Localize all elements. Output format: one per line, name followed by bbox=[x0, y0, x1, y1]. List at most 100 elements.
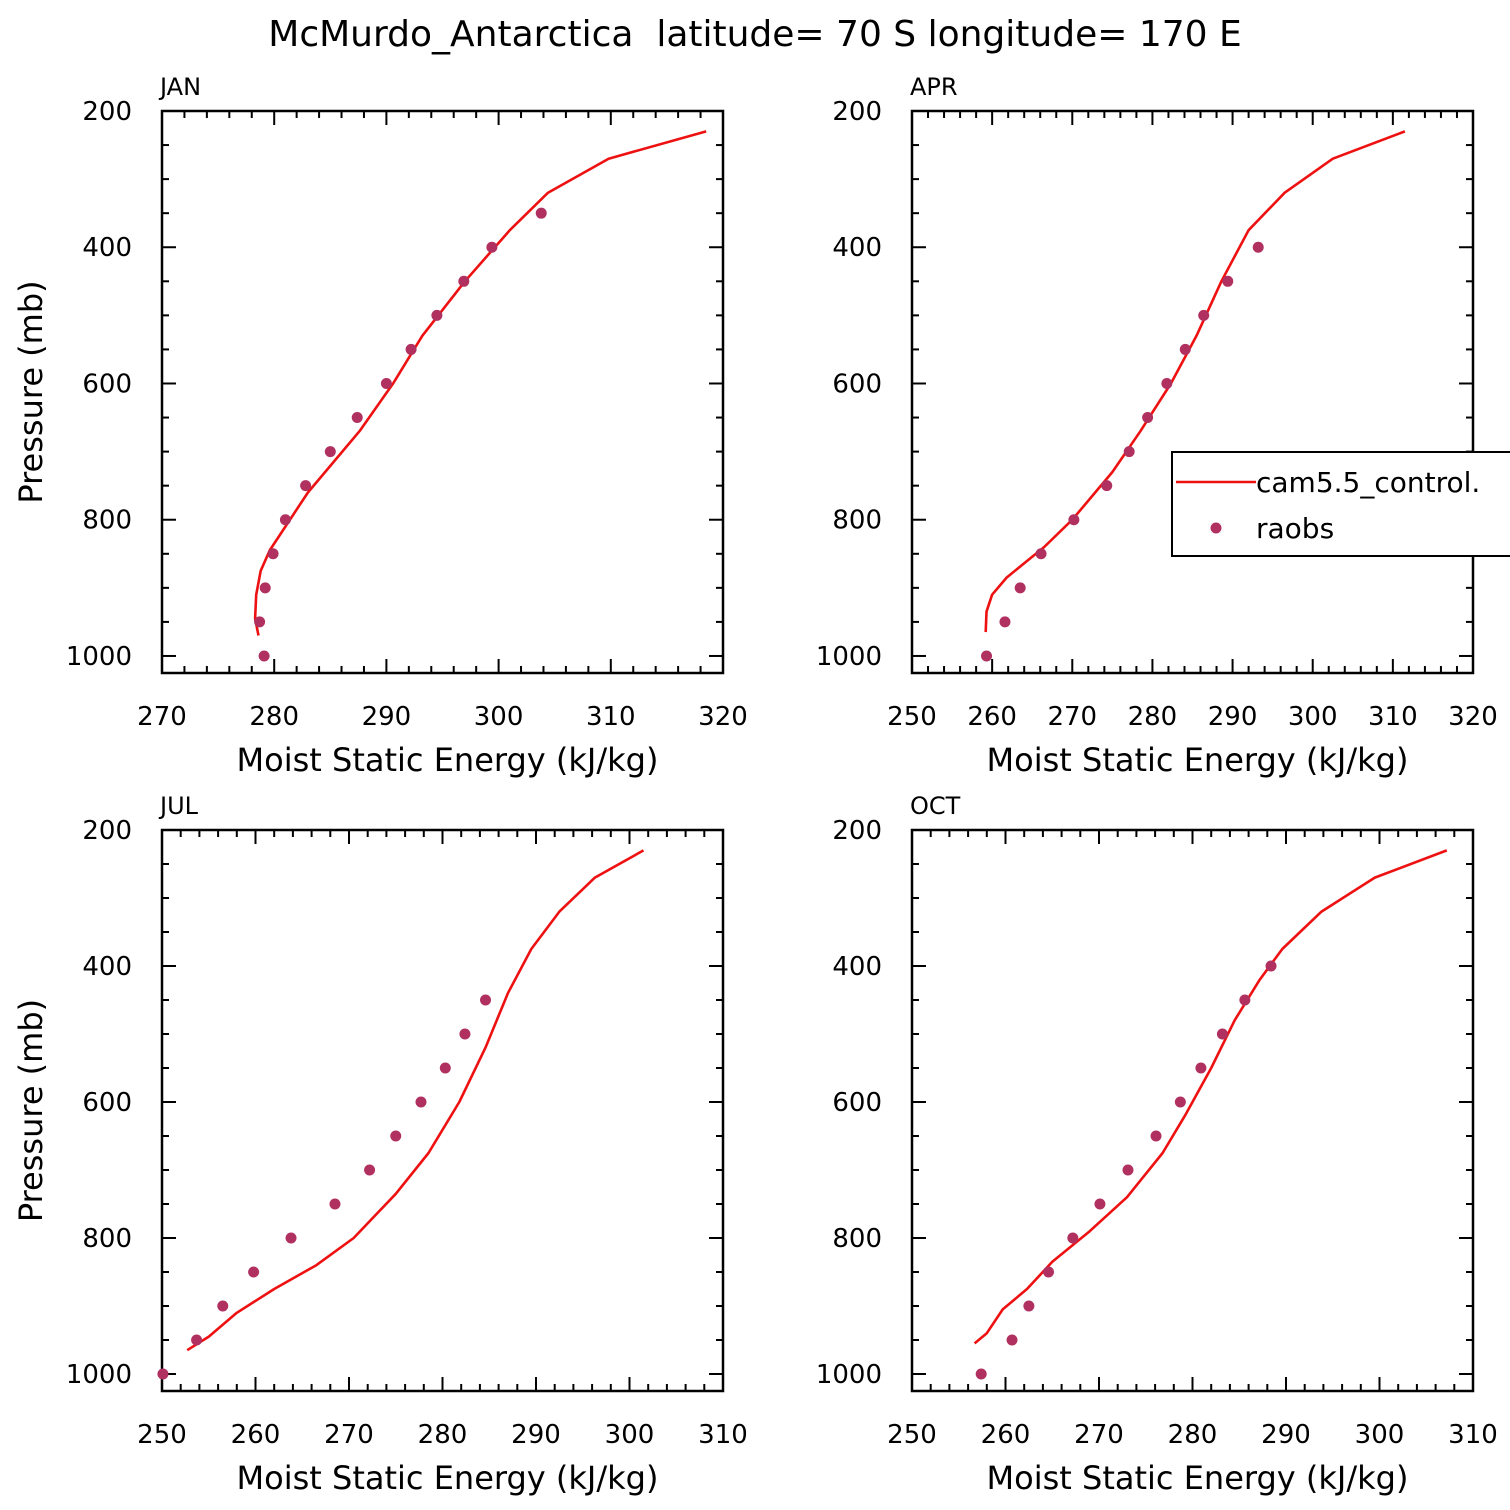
y-tick-label: 600 bbox=[82, 1088, 132, 1118]
obs-point bbox=[1122, 1164, 1134, 1176]
obs-point bbox=[486, 241, 498, 253]
x-tick-label: 250 bbox=[887, 702, 937, 732]
x-tick-label: 260 bbox=[231, 1420, 281, 1450]
obs-point bbox=[1150, 1130, 1162, 1142]
x-tick-label: 320 bbox=[698, 702, 748, 732]
obs-point bbox=[1252, 241, 1264, 253]
y-tick-label: 800 bbox=[82, 506, 132, 536]
obs-point bbox=[285, 1232, 297, 1244]
obs-point bbox=[248, 1266, 260, 1278]
y-tick-label: 400 bbox=[832, 233, 882, 263]
series-line-model bbox=[253, 130, 707, 636]
obs-point bbox=[405, 343, 417, 355]
y-tick-label: 400 bbox=[82, 233, 132, 263]
obs-point bbox=[1198, 309, 1210, 321]
y-tick-label: 600 bbox=[832, 1088, 882, 1118]
y-tick-label: 200 bbox=[832, 97, 882, 127]
obs-point bbox=[1161, 377, 1173, 389]
x-tick-label: 300 bbox=[474, 702, 524, 732]
obs-point bbox=[191, 1334, 203, 1346]
obs-point bbox=[259, 582, 271, 594]
y-tick-label: 1000 bbox=[816, 1360, 882, 1390]
obs-point bbox=[1142, 412, 1154, 424]
obs-point bbox=[535, 207, 547, 219]
legend: cam5.5_control.raobs bbox=[1171, 451, 1510, 557]
x-tick-label: 270 bbox=[1074, 1420, 1124, 1450]
y-tick-label: 200 bbox=[82, 97, 132, 127]
obs-point bbox=[415, 1096, 427, 1108]
x-tick-label: 280 bbox=[418, 1420, 468, 1450]
obs-point bbox=[1216, 1028, 1228, 1040]
x-axis-label: Moist Static Energy (kJ/kg) bbox=[987, 1459, 1409, 1497]
x-tick-label: 310 bbox=[1368, 702, 1418, 732]
panel-label: JUL bbox=[158, 792, 199, 820]
x-tick-label: 310 bbox=[586, 702, 636, 732]
obs-point bbox=[324, 446, 336, 458]
x-tick-label: 320 bbox=[1448, 702, 1498, 732]
obs-point bbox=[1265, 960, 1277, 972]
obs-point bbox=[1023, 1300, 1035, 1312]
x-tick-label: 280 bbox=[249, 702, 299, 732]
obs-point bbox=[157, 1368, 169, 1380]
chart-panel-jul: 250 260 270 280 290 300 310 200 400 600 800 1000 JUL… bbox=[12, 792, 748, 1497]
x-tick-label: 290 bbox=[362, 702, 412, 732]
x-tick-label: 250 bbox=[137, 1420, 187, 1450]
x-tick-label: 300 bbox=[1288, 702, 1338, 732]
chart-panel-apr: 250 260 270 280 290 300 310 320 200 400 600 800 1000… bbox=[816, 73, 1498, 779]
x-tick-label: 260 bbox=[981, 1420, 1031, 1450]
obs-point bbox=[380, 377, 392, 389]
obs-point bbox=[439, 1062, 451, 1074]
obs-point bbox=[981, 650, 993, 662]
panel-label: APR bbox=[910, 73, 958, 101]
y-tick-label: 1000 bbox=[816, 642, 882, 672]
obs-point bbox=[431, 309, 443, 321]
obs-point bbox=[1123, 446, 1135, 458]
chart-panel-oct: 250 260 270 280 290 300 310 200 400 600 800 1000 OCT… bbox=[816, 792, 1498, 1497]
y-tick-label: 1000 bbox=[66, 1360, 132, 1390]
x-tick-label: 310 bbox=[1448, 1420, 1498, 1450]
legend-label-model: cam5.5_control. bbox=[1256, 466, 1480, 499]
x-tick-label: 300 bbox=[605, 1420, 655, 1450]
x-tick-label: 310 bbox=[698, 1420, 748, 1450]
y-tick-label: 1000 bbox=[66, 642, 132, 672]
x-tick-label: 270 bbox=[324, 1420, 374, 1450]
obs-point bbox=[351, 412, 363, 424]
y-tick-label: 200 bbox=[82, 816, 132, 846]
y-tick-label: 200 bbox=[832, 816, 882, 846]
x-tick-label: 270 bbox=[137, 702, 187, 732]
x-axis-label: Moist Static Energy (kJ/kg) bbox=[237, 1459, 659, 1497]
plot-frame bbox=[910, 828, 1475, 1393]
obs-point bbox=[1006, 1334, 1018, 1346]
y-tick-label: 800 bbox=[832, 506, 882, 536]
obs-point bbox=[1222, 275, 1234, 287]
x-axis-label: Moist Static Energy (kJ/kg) bbox=[237, 741, 659, 779]
x-tick-label: 270 bbox=[1047, 702, 1097, 732]
obs-point bbox=[217, 1300, 229, 1312]
obs-point bbox=[279, 514, 291, 526]
legend-marker-swatch bbox=[1210, 522, 1222, 534]
obs-point bbox=[364, 1164, 376, 1176]
obs-point bbox=[1067, 1232, 1079, 1244]
x-tick-label: 280 bbox=[1128, 702, 1178, 732]
obs-point bbox=[1179, 343, 1191, 355]
x-tick-label: 280 bbox=[1168, 1420, 1218, 1450]
obs-point bbox=[300, 480, 312, 492]
panels-group: 270 280 290 300 310 320 200 400 600 800 1000 JAN Moi… bbox=[12, 73, 1498, 1497]
plot-frame bbox=[910, 109, 1475, 675]
obs-point bbox=[1239, 994, 1251, 1006]
obs-point bbox=[999, 616, 1011, 628]
panel-label: JAN bbox=[158, 73, 201, 101]
x-tick-label: 260 bbox=[967, 702, 1017, 732]
obs-point bbox=[254, 616, 266, 628]
x-tick-label: 300 bbox=[1355, 1420, 1405, 1450]
y-tick-label: 600 bbox=[832, 369, 882, 399]
series-line-model bbox=[186, 849, 645, 1352]
obs-point bbox=[267, 548, 279, 560]
y-tick-label: 400 bbox=[832, 952, 882, 982]
obs-point bbox=[1101, 480, 1113, 492]
y-tick-label: 400 bbox=[82, 952, 132, 982]
x-tick-label: 290 bbox=[1261, 1420, 1311, 1450]
legend-label-obs: raobs bbox=[1256, 512, 1334, 545]
obs-point bbox=[258, 650, 270, 662]
obs-point bbox=[1068, 514, 1080, 526]
